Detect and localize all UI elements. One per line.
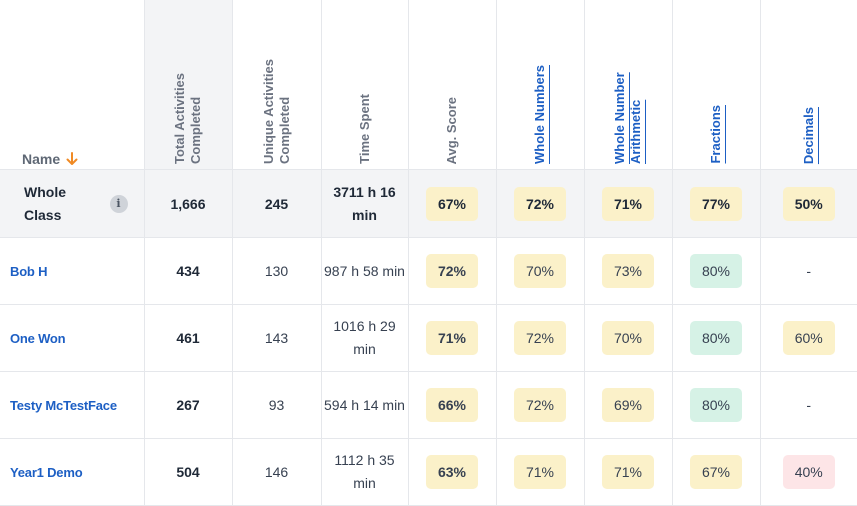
score-badge: 72% — [426, 254, 478, 288]
time-spent-header[interactable]: Time Spent — [321, 0, 409, 170]
strand-link[interactable]: Whole Numbers — [532, 65, 547, 164]
score-badge: 71% — [602, 186, 654, 221]
strand-link[interactable]: Whole Number Arithmetic — [612, 72, 643, 164]
time-spent-cell: 1112 h 35 min — [321, 438, 409, 506]
score-badge: 67% — [690, 455, 742, 489]
strand-score-cell: 70% — [496, 237, 585, 305]
student-name-link[interactable]: Bob H — [10, 264, 48, 279]
score-badge: 40% — [782, 455, 835, 489]
total-activities-cell: 434 — [144, 237, 233, 305]
score-badge: 71% — [426, 321, 478, 355]
strand-score-cell: 80% — [672, 237, 761, 305]
whole-class-score: 77% — [672, 169, 761, 238]
whole-class-score: 72% — [496, 169, 585, 238]
strand-score-cell: 80% — [672, 304, 761, 372]
whole-class-cell: Whole Class i — [0, 169, 145, 238]
strand-header-fractions[interactable]: Fractions — [672, 0, 761, 170]
strand-score-cell: 71% — [584, 438, 673, 506]
name-column-header[interactable]: Name — [0, 0, 145, 170]
score-badge: 70% — [514, 254, 566, 288]
whole-class-label: Whole Class — [24, 183, 66, 223]
student-name-cell: Bob H — [0, 237, 145, 305]
table-header-row: Name Total Activities Completed Unique A… — [0, 0, 857, 170]
score-badge: 66% — [426, 388, 478, 422]
score-badge: 72% — [514, 321, 566, 355]
student-name-cell: Testy McTestFace — [0, 371, 145, 439]
whole-class-avg: 67% — [408, 169, 497, 238]
avg-score-header[interactable]: Avg. Score — [408, 0, 497, 170]
whole-class-row: Whole Class i 1,666 245 3711 h 16 min 67… — [0, 169, 857, 238]
strand-score-cell: - — [760, 237, 857, 305]
strand-score-cell: 73% — [584, 237, 673, 305]
strand-header-whole-numbers[interactable]: Whole Numbers — [496, 0, 585, 170]
strand-link[interactable]: Fractions — [708, 105, 723, 164]
unique-activities-header[interactable]: Unique Activities Completed — [232, 0, 322, 170]
score-badge: 73% — [602, 254, 654, 288]
score-badge: 50% — [782, 186, 835, 221]
unique-activities-cell: 143 — [232, 304, 322, 372]
total-activities-cell: 504 — [144, 438, 233, 506]
strand-header-whole-number-arithmetic[interactable]: Whole Number Arithmetic — [584, 0, 673, 170]
score-badge: 60% — [782, 321, 835, 355]
avg-score-cell: 66% — [408, 371, 497, 439]
strand-score-cell: 60% — [760, 304, 857, 372]
strand-link[interactable]: Decimals — [800, 106, 816, 164]
strand-score-cell: 72% — [496, 371, 585, 439]
score-badge: 72% — [514, 388, 566, 422]
score-badge: 71% — [514, 455, 566, 489]
score-badge: 80% — [690, 321, 742, 355]
info-icon[interactable]: i — [109, 194, 128, 213]
arrow-down-icon[interactable] — [66, 152, 78, 166]
name-header-label: Name — [22, 151, 61, 167]
strand-score-cell: 40% — [760, 438, 857, 506]
avg-score-cell: 63% — [408, 438, 497, 506]
score-badge: 69% — [602, 388, 654, 422]
score-badge: 72% — [514, 186, 566, 221]
whole-class-total: 1,666 — [144, 169, 233, 238]
score-badge: 67% — [426, 186, 478, 221]
total-activities-header[interactable]: Total Activities Completed — [144, 0, 233, 170]
table-row: Year1 Demo 504 146 1112 h 35 min 63% 71% 71% 67… — [0, 438, 857, 506]
strand-score-cell: 72% — [496, 304, 585, 372]
time-spent-cell: 594 h 14 min — [321, 371, 409, 439]
time-spent-cell: 1016 h 29 min — [321, 304, 409, 372]
score-badge: 77% — [690, 186, 742, 221]
score-badge: 63% — [426, 455, 478, 489]
strand-score-cell: 71% — [496, 438, 585, 506]
no-score: - — [806, 397, 812, 413]
table-row: Bob H 434 130 987 h 58 min 72% 70% 73% 80% - — [0, 237, 857, 305]
whole-class-time: 3711 h 16 min — [321, 169, 409, 238]
table-row: One Won 461 143 1016 h 29 min 71% 72% 70% 80% 60… — [0, 304, 857, 372]
student-name-cell: Year1 Demo — [0, 438, 145, 506]
student-name-link[interactable]: Year1 Demo — [10, 465, 83, 480]
score-badge: 70% — [602, 321, 654, 355]
strand-score-cell: 69% — [584, 371, 673, 439]
score-badge: 80% — [690, 388, 742, 422]
strand-header-decimals[interactable]: Decimals — [760, 0, 857, 170]
unique-activities-cell: 93 — [232, 371, 322, 439]
avg-score-cell: 71% — [408, 304, 497, 372]
strand-score-cell: 80% — [672, 371, 761, 439]
table-row: Testy McTestFace 267 93 594 h 14 min 66% 72% 6… — [0, 371, 857, 439]
strand-score-cell: 70% — [584, 304, 673, 372]
avg-score-cell: 72% — [408, 237, 497, 305]
whole-class-score: 71% — [584, 169, 673, 238]
unique-activities-cell: 146 — [232, 438, 322, 506]
total-activities-cell: 267 — [144, 371, 233, 439]
total-activities-cell: 461 — [144, 304, 233, 372]
strand-score-cell: 67% — [672, 438, 761, 506]
student-name-link[interactable]: One Won — [10, 331, 66, 346]
score-badge: 71% — [602, 455, 654, 489]
whole-class-unique: 245 — [232, 169, 322, 238]
time-spent-cell: 987 h 58 min — [321, 237, 409, 305]
strand-score-cell: - — [760, 371, 857, 439]
score-badge: 80% — [690, 254, 742, 288]
student-name-cell: One Won — [0, 304, 145, 372]
no-score: - — [806, 263, 812, 279]
whole-class-score: 50% — [760, 169, 857, 238]
student-name-link[interactable]: Testy McTestFace — [10, 398, 117, 413]
unique-activities-cell: 130 — [232, 237, 322, 305]
